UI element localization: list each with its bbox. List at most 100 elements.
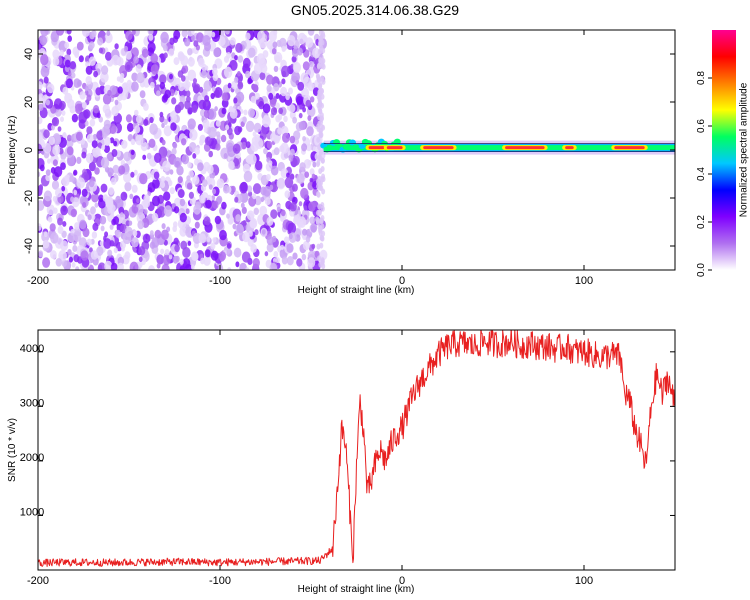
noise-speckle (288, 232, 297, 244)
noise-speckle (292, 252, 298, 260)
colorbar-tick-label: 0.8 (696, 71, 707, 85)
noise-speckle (62, 221, 67, 227)
noise-speckle (281, 65, 290, 78)
noise-speckle (57, 126, 62, 132)
noise-speckle (52, 145, 61, 156)
noise-speckle (110, 177, 117, 186)
noise-speckle (47, 158, 51, 164)
noise-speckle (187, 118, 196, 130)
noise-speckle (82, 227, 90, 238)
noise-speckle (195, 201, 202, 210)
noise-speckle (71, 72, 76, 79)
noise-speckle (186, 96, 191, 103)
noise-speckle (203, 256, 211, 266)
noise-speckle (316, 76, 321, 83)
noise-speckle (61, 185, 66, 192)
noise-speckle (121, 140, 128, 149)
noise-speckle (107, 249, 113, 257)
noise-speckle (82, 30, 90, 37)
noise-speckle (159, 111, 164, 118)
noise-speckle (277, 113, 283, 121)
noise-speckle (199, 194, 206, 204)
snr-x-label: Height of straight line (km) (298, 584, 415, 595)
noise-speckle (312, 161, 317, 168)
noise-speckle (148, 265, 155, 270)
noise-speckle (241, 206, 247, 214)
noise-speckle (232, 223, 237, 230)
noise-speckle (96, 246, 104, 256)
noise-speckle (273, 147, 280, 156)
noise-speckle (188, 170, 194, 178)
noise-speckle (229, 37, 236, 46)
noise-speckle (149, 116, 154, 124)
noise-speckle (66, 134, 72, 142)
snr-x-ticks: -200 -100 0 100 (27, 330, 593, 587)
noise-speckle (264, 197, 271, 206)
noise-speckle (263, 114, 269, 122)
snr-panel: -200 -100 0 100 1000 2000 3000 4000 Height of … (7, 329, 676, 595)
noise-speckle (278, 107, 284, 115)
noise-speckle (136, 115, 142, 124)
noise-speckle (280, 86, 288, 97)
noise-speckle (109, 224, 114, 230)
noise-speckle (234, 55, 238, 61)
noise-speckle (168, 48, 175, 57)
noise-speckle (120, 191, 128, 201)
noise-speckle (213, 47, 221, 58)
noise-speckle (253, 207, 259, 215)
noise-speckle (229, 108, 238, 119)
noise-speckle (318, 149, 323, 156)
noise-speckle (38, 44, 42, 50)
noise-speckle (210, 92, 215, 100)
noise-speckle (204, 249, 211, 258)
noise-speckle (45, 174, 51, 182)
noise-speckle (303, 205, 308, 211)
noise-speckle (297, 81, 305, 91)
noise-speckle (50, 250, 57, 260)
noise-speckle (79, 219, 87, 230)
noise-speckle (92, 133, 98, 141)
noise-speckle (107, 207, 113, 214)
noise-speckle (203, 110, 210, 118)
noise-speckle (210, 242, 216, 250)
noise-speckle (273, 135, 280, 144)
noise-speckle (321, 188, 326, 195)
noise-speckle (76, 156, 82, 164)
noise-speckle (198, 233, 207, 244)
noise-speckle (287, 222, 297, 234)
x-tick-label: -200 (27, 275, 49, 287)
noise-speckle (128, 220, 133, 226)
noise-speckle (240, 202, 245, 209)
noise-speckle (39, 164, 45, 172)
noise-speckle (126, 122, 134, 132)
noise-speckle (282, 132, 290, 143)
noise-speckle (197, 123, 203, 131)
noise-speckle (88, 179, 95, 188)
noise-speckle (156, 254, 164, 265)
noise-speckle (242, 116, 247, 123)
noise-speckle (64, 59, 71, 68)
noise-speckle (248, 108, 255, 118)
noise-speckle (103, 144, 110, 154)
noise-speckle (192, 175, 200, 185)
noise-speckle (266, 236, 274, 246)
noise-speckle (38, 185, 43, 193)
noise-speckle (148, 33, 154, 41)
noise-speckle (148, 138, 156, 148)
noise-speckle (273, 83, 280, 92)
signal-blob (326, 144, 334, 151)
noise-speckle (38, 131, 43, 139)
noise-speckle (315, 219, 320, 226)
noise-speckle (102, 104, 110, 114)
colorbar-tick-label: 0.0 (696, 263, 707, 277)
noise-speckle (266, 84, 272, 92)
noise-speckle (76, 177, 86, 189)
noise-speckle (300, 72, 309, 84)
noise-speckle (198, 99, 206, 110)
noise-speckle (288, 87, 293, 95)
noise-speckle (245, 32, 251, 41)
noise-speckle (95, 87, 102, 96)
y-tick-label: 40 (23, 48, 35, 60)
noise-speckle (259, 205, 268, 217)
